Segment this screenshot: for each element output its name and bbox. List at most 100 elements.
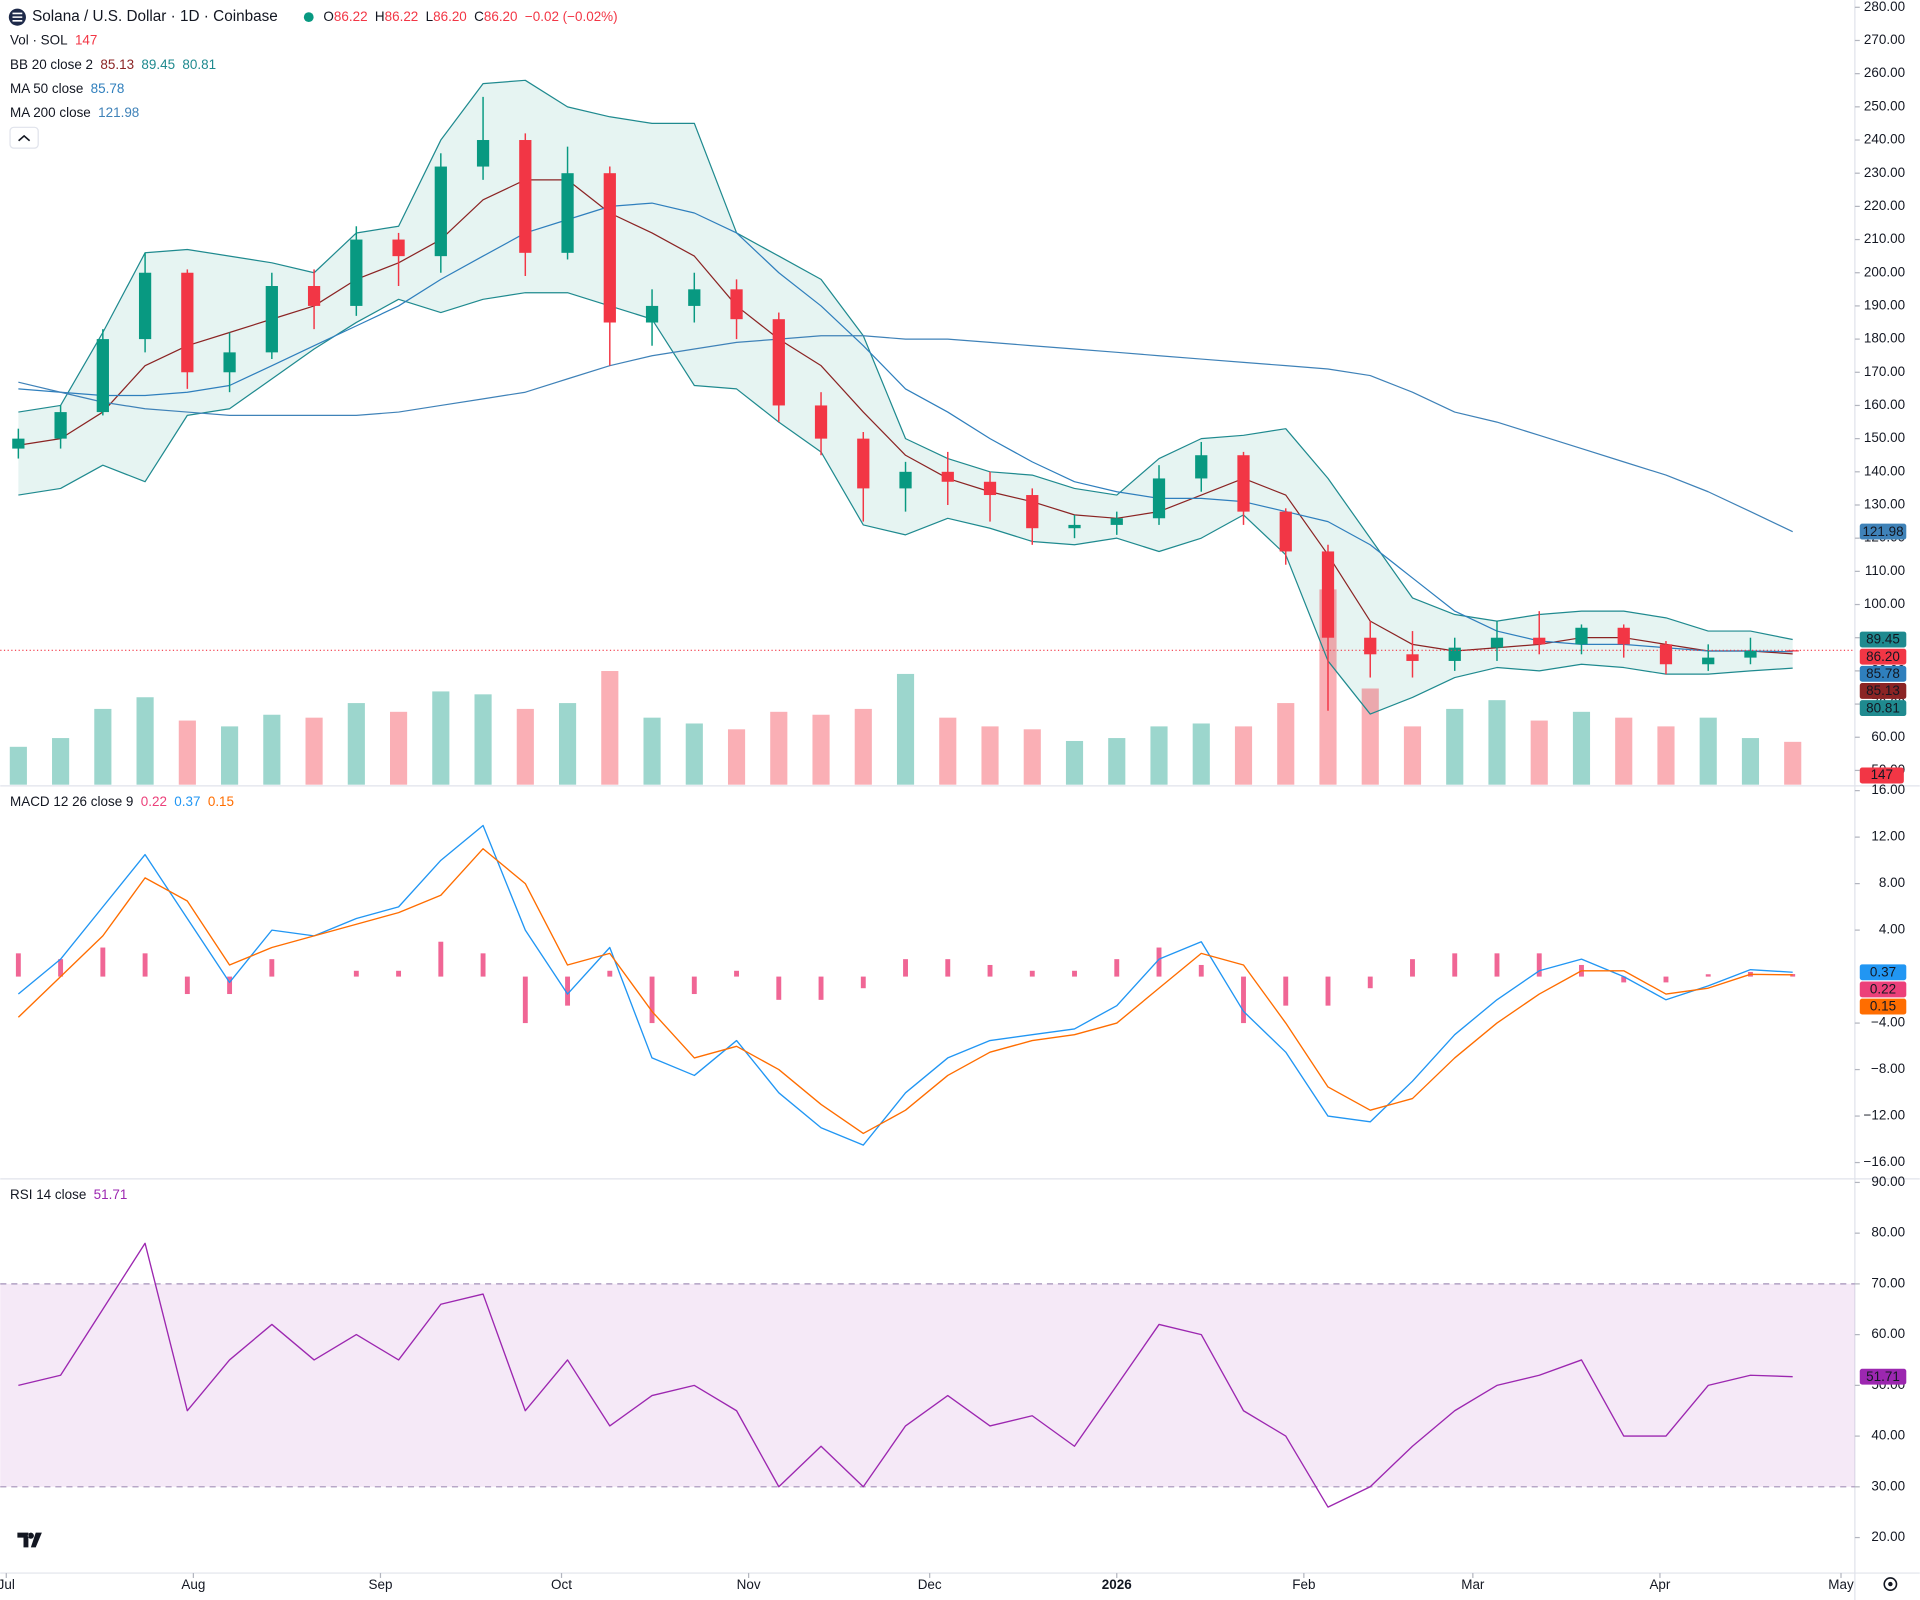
y-tick-label: 260.00 — [1864, 65, 1905, 80]
price-badge-label: 0.15 — [1870, 999, 1896, 1014]
macd-histogram-bar — [396, 970, 402, 977]
candle-body — [54, 412, 67, 439]
band-fill — [18, 80, 1793, 715]
macd-histogram-bar — [1283, 976, 1289, 1006]
volume-bar — [1615, 717, 1633, 785]
macd-histogram-bar — [945, 959, 951, 977]
price-badge — [1859, 648, 1907, 665]
macd-histogram-bar — [58, 959, 64, 977]
collapse-legend-button[interactable] — [9, 126, 39, 149]
price-badge — [1859, 665, 1907, 682]
volume-bar — [1108, 738, 1126, 785]
macd-histogram-bar — [353, 970, 359, 977]
y-tick-label: 30.00 — [1871, 1478, 1905, 1493]
indicator-name: Vol · SOL — [10, 32, 68, 47]
volume-bar — [685, 723, 703, 785]
indicator-legend: MACD 12 26 close 9 0.22 0.37 0.15 — [10, 793, 234, 808]
candle-body — [688, 289, 701, 306]
y-tick-label: 16.00 — [1871, 782, 1905, 797]
macd-histogram-bar — [1410, 959, 1415, 977]
volume-bar — [9, 746, 27, 785]
indicator-value: 147 — [75, 32, 97, 47]
macd-histogram-bar — [1156, 947, 1162, 977]
volume-bar — [939, 717, 957, 785]
candle-layer — [0, 96, 1855, 711]
candle-body — [1744, 650, 1757, 658]
price-badge-label: 147 — [1871, 767, 1893, 782]
candle-body — [814, 405, 828, 439]
volume-bar — [643, 717, 661, 785]
candle-body — [392, 239, 405, 257]
indicator-legend: BB 20 close 2 85.13 89.45 80.81 — [10, 56, 216, 71]
indicator-legend: MA 200 close 121.98 — [10, 105, 139, 120]
y-tick-label: 60.00 — [1871, 729, 1905, 744]
x-tick-label: Mar — [1461, 1577, 1485, 1592]
macd-histogram-bar — [691, 976, 697, 995]
candle-body — [1152, 478, 1166, 519]
candle-body — [307, 286, 321, 306]
ohlc-label: C — [474, 9, 484, 24]
ohlc-value: 86.22 — [334, 9, 368, 24]
volume-bar — [896, 673, 915, 785]
candle-body — [857, 438, 870, 489]
badge-layer: 147 121.98 89.45 86.20 85.78 85.13 80.81 0.37 0.… — [1859, 523, 1907, 1385]
volume-bar — [1023, 729, 1041, 785]
candle-body — [350, 239, 363, 306]
indicator-legend: MA 50 close 85.78 — [10, 81, 124, 96]
macd-histogram-bar — [1536, 953, 1542, 977]
settings-icon-center — [1888, 1581, 1893, 1587]
candle-body — [1533, 637, 1546, 645]
price-badge — [1859, 523, 1907, 540]
tradingview-logo[interactable] — [17, 1532, 42, 1548]
volume-bar — [1741, 738, 1760, 785]
macd-histogram-bar — [565, 976, 571, 1006]
price-badge — [1859, 682, 1907, 699]
indicator-legend: RSI 14 close 51.71 — [10, 1186, 127, 1201]
indicator-value: 0.15 — [208, 793, 234, 808]
indicator-value: 89.45 — [141, 56, 175, 71]
legend-layer: Vol · SOL 147 BB 20 close 2 85.13 89.45 80.81… — [10, 32, 234, 1201]
price-badge-label: 85.13 — [1866, 683, 1900, 698]
indicator-value: 80.81 — [182, 56, 216, 71]
candle-body — [1659, 644, 1673, 665]
indicator-name: MA 200 close — [10, 105, 91, 120]
macd-histogram-bar — [607, 970, 613, 977]
settings-icon[interactable] — [1883, 1577, 1898, 1592]
indicator-value: 85.78 — [91, 81, 125, 96]
x-tick-label: 2026 — [1102, 1577, 1132, 1592]
volume-bar — [94, 708, 112, 785]
price-badge-label: 80.81 — [1866, 700, 1900, 715]
price-badge-label: 86.20 — [1866, 649, 1900, 664]
macd-histogram-bar — [1198, 964, 1204, 977]
market-status-dot — [303, 12, 314, 23]
rsi-line — [18, 1242, 1793, 1508]
price-badge-label: 0.37 — [1870, 964, 1896, 979]
x-tick-label: Aug — [181, 1577, 205, 1592]
volume-bar — [1150, 726, 1168, 785]
candle-body — [434, 166, 447, 257]
volume-layer — [9, 589, 1802, 785]
y-tick-label: 70.00 — [1871, 1275, 1905, 1290]
price-badge — [1859, 1368, 1907, 1385]
symbol-title: Solana / U.S. Dollar · 1D · Coinbase — [32, 8, 278, 25]
macd-histogram-bar — [734, 970, 739, 977]
y-tick-label: 240.00 — [1864, 132, 1905, 147]
macd-histogram-bar — [860, 976, 866, 989]
price-badge — [1859, 998, 1907, 1015]
candle-body — [223, 352, 236, 373]
price-badge — [1859, 700, 1907, 717]
macd-histogram-bar — [1621, 976, 1627, 983]
candle-body — [12, 438, 25, 449]
y-tick-label: 210.00 — [1864, 231, 1905, 246]
candle-body — [1406, 654, 1419, 661]
price-badge-label: 51.71 — [1866, 1369, 1900, 1384]
candle-body — [561, 173, 574, 253]
price-badge — [1859, 964, 1907, 981]
macd-histogram-bar — [142, 953, 148, 977]
candle-body — [181, 272, 194, 373]
y-tick-label: 130.00 — [1864, 497, 1905, 512]
volume-bar — [1277, 703, 1295, 785]
volume-bar — [1446, 708, 1464, 785]
candle-body — [1195, 455, 1208, 479]
